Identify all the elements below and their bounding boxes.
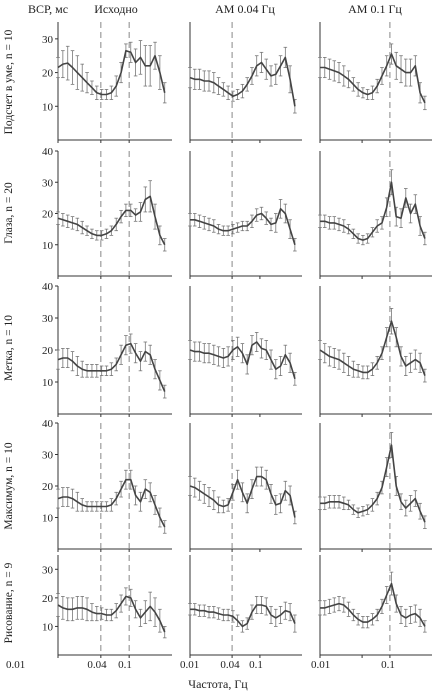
panel-r0-c0-ytick-label-30: 30: [42, 34, 54, 46]
panel-r1-c2: [318, 151, 432, 279]
panel-r1-c0-ytick-label-10: 10: [42, 240, 54, 252]
panel-r3-c0-ytick-label-30: 30: [42, 450, 54, 462]
panel-r4-c0-series-line: [57, 595, 166, 633]
panel-r2-c0-series-line: [57, 342, 166, 392]
panel-r1-c0-series-line: [57, 195, 166, 246]
panel-r4-c0: 10 20 30: [42, 555, 172, 658]
panel-grid: 10 20 30 10 20 30 40 10 20 30 40 10 20 30 40 10 20 30: [42, 22, 432, 658]
row-label-mental-arithmetic: Подсчет в уме, n = 10: [3, 29, 15, 134]
panel-r2-c0-ytick-label-10: 10: [42, 377, 54, 389]
panel-r0-c2: [318, 22, 432, 143]
panel-r2-c2-series-line: [319, 320, 426, 376]
panel-r4-c0-ytick-label-20: 20: [42, 593, 54, 605]
x-tick-col0-0.04: 0.04: [87, 659, 107, 671]
panel-r4-c2-series-line: [320, 582, 426, 627]
panel-r1-c0-errorbar-0: [56, 211, 60, 225]
panel-r3-c0-ytick-label-40: 40: [42, 418, 54, 430]
panel-r1-c0: 10 20 30 40: [42, 146, 172, 279]
panel-r3-c0-series-line: [57, 478, 166, 528]
panel-r4-c2-errorbar-22: [423, 620, 427, 633]
panel-r3-c0: 10 20 30 40: [42, 418, 172, 552]
panel-r2-c0-ytick-label-20: 20: [42, 345, 54, 357]
column-title-am-01: АМ 0.1 Гц: [348, 2, 402, 16]
panel-r0-c1: [188, 22, 302, 143]
panel-r4-c2: [318, 555, 432, 658]
panel-r2-c1-series-line: [189, 341, 296, 380]
panel-r4-c0-ytick-label-30: 30: [42, 564, 54, 576]
row-label-mark: Метка, n = 10: [3, 315, 15, 381]
panel-r3-c2: [318, 423, 432, 552]
panel-r3-c2-series-line: [320, 444, 426, 523]
row-label-drawing: Рисование, n = 9: [3, 562, 15, 643]
x-tick-col2-0.01: 0.01: [311, 659, 330, 671]
panel-r2-c0-errorbar-22: [162, 384, 167, 399]
panel-r0-c0-ytick-label-20: 20: [42, 68, 54, 80]
panel-r1-c1: [188, 151, 302, 279]
panel-r1-c0-ytick-label-30: 30: [42, 177, 54, 189]
panel-r3-c2-errorbar-22: [423, 515, 427, 529]
panel-r2-c1: [188, 286, 302, 417]
panel-r1-c0-ytick-label-20: 20: [42, 209, 54, 221]
panel-r2-c0-ytick-label-40: 40: [42, 281, 54, 293]
y-axis-unit-label: ВСР, мс: [28, 2, 68, 16]
panel-r3-c1-series-line: [189, 475, 296, 518]
panel-r1-c0-ytick-label-40: 40: [42, 146, 54, 158]
column-title-am-004: АМ 0.04 Гц: [215, 2, 275, 16]
panel-r3-c1: [188, 423, 302, 552]
x-axis-label: Частота, Гц: [188, 677, 248, 691]
x-tick-col2-0.1: 0.1: [381, 659, 395, 671]
panel-r4-c0-errorbar-22: [162, 626, 167, 639]
panel-r0-c0-ytick-label-10: 10: [42, 101, 54, 113]
column-title-baseline: Исходно: [94, 2, 138, 16]
panel-r0-c2-series-line: [320, 53, 426, 104]
x-tick-col1-0.1: 0.1: [249, 659, 263, 671]
panel-r1-c1-series-line: [190, 208, 296, 246]
panel-r2-c0: 10 20 30 40: [42, 281, 172, 417]
panel-r4-c1: [188, 555, 302, 658]
panel-r3-c0-ytick-label-20: 20: [42, 481, 54, 493]
panel-r0-c0-errorbar-0: [56, 57, 60, 79]
x-tick-col1-0.04: 0.04: [220, 659, 240, 671]
panel-r2-c2: [318, 286, 432, 417]
row-label-eyes: Глаза, n = 20: [3, 182, 15, 244]
panel-r0-c0: 10 20 30: [42, 22, 172, 143]
row-label-maximum: Максимум, n = 10: [3, 442, 15, 530]
panel-r2-c0-ytick-label-30: 30: [42, 313, 54, 325]
panel-r4-c1-series-line: [190, 604, 296, 628]
x-tick-col1-0.01: 0.01: [180, 659, 199, 671]
x-tick-col0-0.1: 0.1: [118, 659, 132, 671]
panel-r4-c0-ytick-label-10: 10: [42, 621, 54, 633]
panel-r1-c2-series-line: [320, 181, 426, 241]
x-tick-col0-0.01: 0.01: [6, 659, 25, 671]
panel-r3-c0-ytick-label-10: 10: [42, 513, 54, 525]
panel-r0-c1-series-line: [189, 56, 296, 107]
panel-r0-c0-series-line: [57, 49, 166, 96]
panel-r0-c0-errorbar-22: [162, 82, 167, 104]
